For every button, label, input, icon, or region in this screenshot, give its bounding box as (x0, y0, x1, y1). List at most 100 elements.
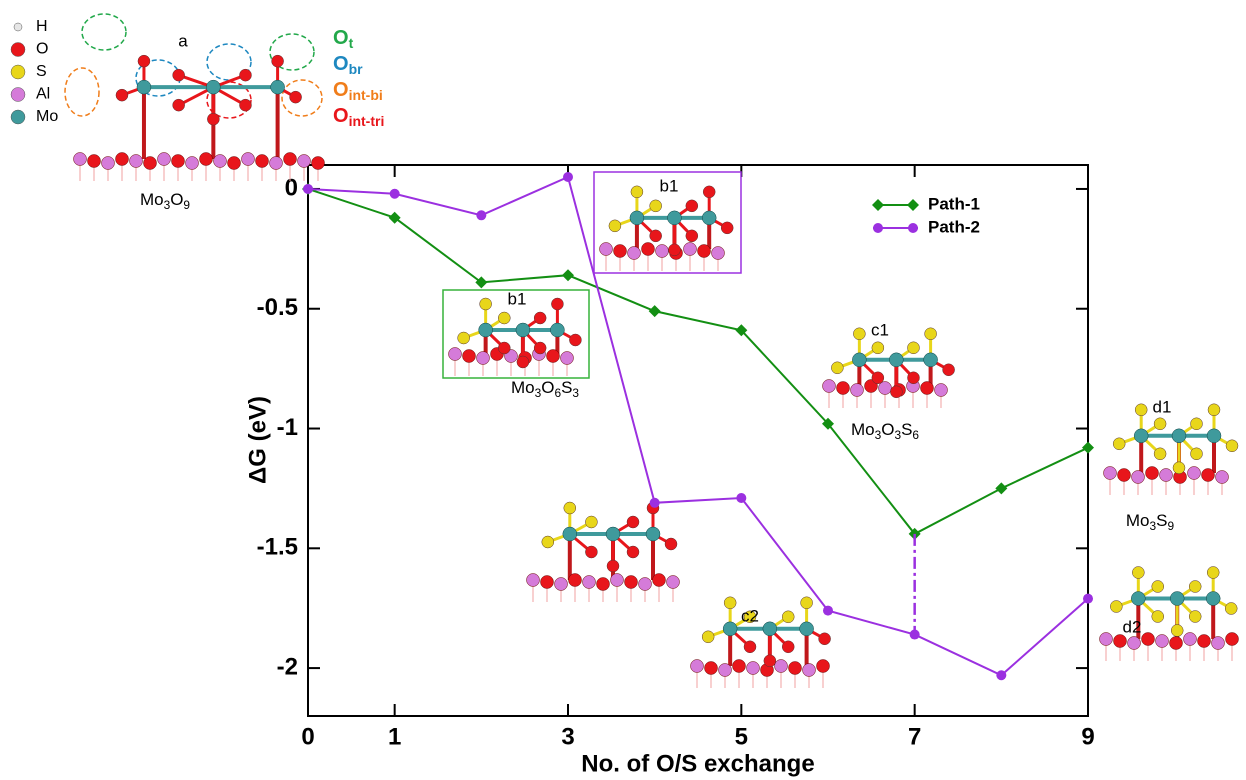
substrate-atom (242, 153, 255, 166)
atom (943, 364, 955, 376)
atom (668, 244, 680, 256)
formula: Mo3S9 (1126, 511, 1175, 533)
substrate-atom (611, 574, 624, 587)
atom (889, 353, 903, 367)
substrate-atom (733, 660, 746, 673)
substrate-atom (527, 574, 540, 587)
atom (498, 342, 510, 354)
substrate-atom (555, 578, 568, 591)
atom (764, 655, 776, 667)
atom (1135, 404, 1147, 416)
x-tick-label: 7 (908, 723, 921, 750)
atom (800, 622, 814, 636)
atom-swatch (11, 110, 25, 124)
atom-swatch (14, 23, 22, 31)
substrate-atom (600, 243, 613, 256)
substrate-atom (1198, 635, 1211, 648)
substrate-atom (656, 245, 669, 258)
atom (721, 222, 733, 234)
atom (924, 353, 938, 367)
substrate-atom (935, 384, 948, 397)
substrate-atom (463, 350, 476, 363)
substrate-atom (186, 157, 199, 170)
substrate-atom (653, 574, 666, 587)
substrate-atom (684, 243, 697, 256)
atom (890, 386, 902, 398)
text-part: S (1156, 511, 1167, 530)
inset-label: c2 (741, 606, 759, 625)
atom (872, 372, 884, 384)
substrate-atom (541, 576, 554, 589)
atom (607, 560, 619, 572)
substrate-atom (642, 243, 655, 256)
substrate-atom (130, 155, 143, 168)
text-part: br (349, 61, 364, 77)
text-part: O (170, 190, 183, 209)
y-axis-title: ΔG (eV) (244, 396, 271, 484)
atom (686, 200, 698, 212)
substrate-atom (172, 155, 185, 168)
y-tick-label: 0 (285, 174, 298, 201)
atom (609, 220, 621, 232)
substrate-atom (256, 155, 269, 168)
text-part: int-bi (349, 87, 383, 103)
substrate-atom (158, 153, 171, 166)
point (562, 269, 574, 281)
atom-swatch (11, 43, 25, 57)
atom (1134, 429, 1148, 443)
structure (1100, 567, 1239, 662)
substrate-atom (1104, 467, 1117, 480)
point (650, 498, 660, 508)
inset-label: c1 (871, 320, 889, 339)
substrate-atom (705, 662, 718, 675)
site-label: Ot (333, 27, 354, 50)
site-label: Oint-bi (333, 79, 383, 102)
atom (1113, 438, 1125, 450)
atom (569, 334, 581, 346)
atom (1191, 418, 1203, 430)
text-part: S (561, 378, 572, 397)
y-tick-label: -1.5 (257, 534, 298, 561)
atom (627, 516, 639, 528)
legend-label: Path-1 (928, 194, 980, 213)
atom (534, 342, 546, 354)
substrate-atom (561, 352, 574, 365)
site-label: Oint-tri (333, 105, 384, 128)
atom (138, 55, 150, 67)
x-tick-label: 1 (388, 723, 401, 750)
substrate-atom (547, 350, 560, 363)
atom-label: H (36, 18, 48, 35)
substrate-atom (1156, 635, 1169, 648)
text-part: O (333, 53, 349, 75)
atom (1208, 404, 1220, 416)
point (303, 184, 313, 194)
atom (517, 356, 529, 368)
substrate-atom (747, 662, 760, 675)
atom (239, 69, 251, 81)
atom (782, 611, 794, 623)
text-part: Mo (1126, 511, 1150, 530)
atom (831, 362, 843, 374)
inset-label: d1 (1153, 397, 1172, 416)
atom (907, 342, 919, 354)
atom (1207, 567, 1219, 579)
point (476, 210, 486, 220)
substrate-atom (200, 153, 213, 166)
substrate-atom (639, 578, 652, 591)
atom-label: O (36, 41, 48, 58)
inset-label: d2 (1123, 617, 1142, 636)
atom (925, 328, 937, 340)
atom (290, 91, 302, 103)
atom (458, 332, 470, 344)
substrate-atom (477, 352, 490, 365)
site-label: Obr (333, 53, 363, 76)
substrate-atom (228, 157, 241, 170)
structure (527, 502, 680, 602)
atom-label: Al (36, 86, 50, 103)
atom (1171, 625, 1183, 637)
atom (206, 80, 220, 94)
site-circles (65, 14, 322, 118)
atom (1132, 567, 1144, 579)
substrate-atom (144, 157, 157, 170)
substrate-atom (1216, 471, 1229, 484)
